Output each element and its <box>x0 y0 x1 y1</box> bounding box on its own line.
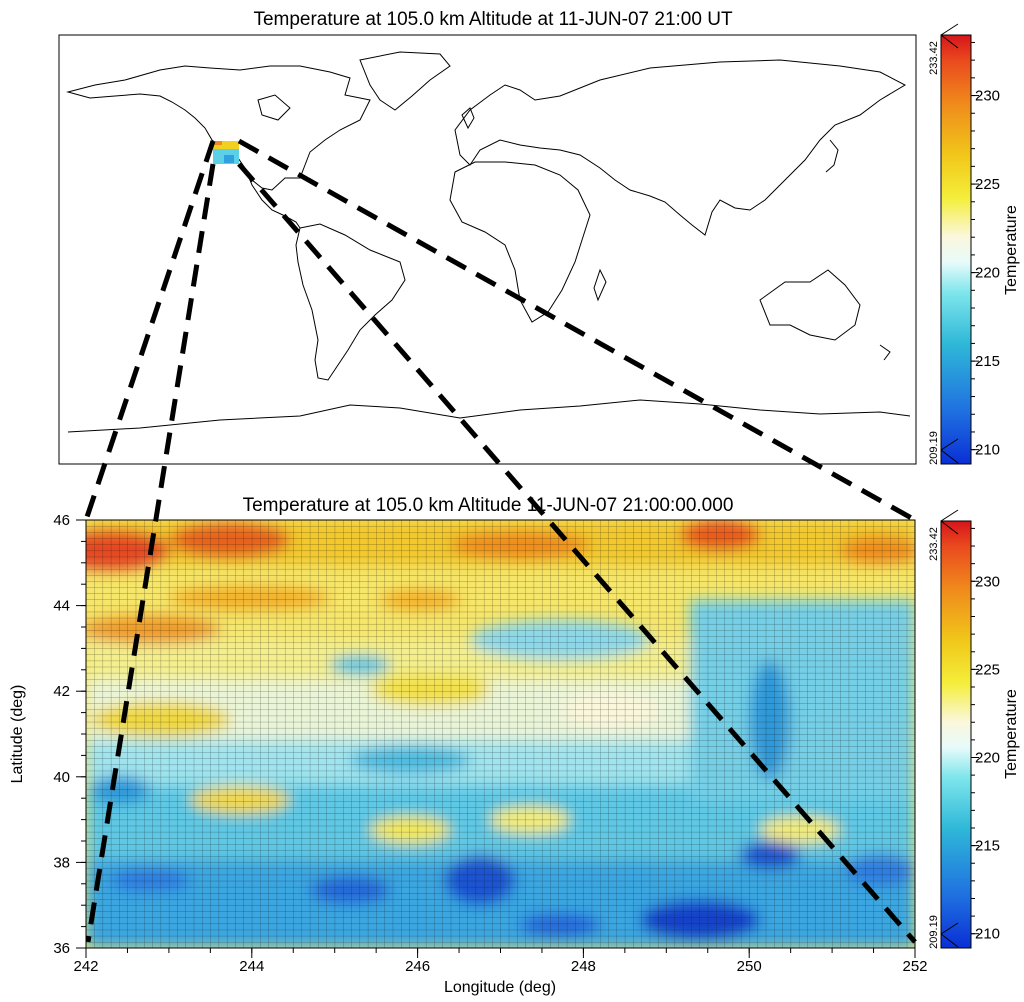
zoom-line-2 <box>85 163 216 943</box>
central-america-coast <box>244 167 301 229</box>
new-zealand-coast <box>879 344 891 361</box>
colorbar-top-min-label: 209.19 <box>928 431 940 465</box>
y-tick-label: 40 <box>53 769 70 786</box>
y-tick-label: 42 <box>53 683 70 700</box>
colorbar-bottom-bar <box>940 520 972 949</box>
y-tick-label: 44 <box>53 598 70 615</box>
colorbar-top-tick-label: 220 <box>975 265 1000 282</box>
antarctica-coast <box>67 399 911 433</box>
zoom-line-3 <box>237 138 917 523</box>
detail-title: Temperature at 105.0 km Altitude 11-JUN-… <box>243 495 734 516</box>
x-tick-label: 248 <box>571 958 596 975</box>
japan-coast <box>825 139 839 173</box>
zoom-line-4 <box>237 162 917 944</box>
colorbar-bottom-tick-label: 215 <box>975 838 1000 855</box>
map-data-patch <box>213 141 239 164</box>
north-america-coast <box>66 65 371 191</box>
hudson-bay-coast <box>257 94 291 121</box>
heatmap-field <box>86 520 915 948</box>
x-tick-label: 244 <box>239 958 264 975</box>
zoom-lines <box>83 138 917 944</box>
colorbar-bottom-min-label: 209.19 <box>928 915 940 949</box>
colorbar-top-label: Temperature <box>1003 205 1020 295</box>
coastlines <box>66 51 911 433</box>
map-frame <box>58 34 917 465</box>
africa-coast <box>449 161 591 323</box>
colorbar-bottom-tick-label: 230 <box>975 573 1000 590</box>
colorbar-top-tick-label: 215 <box>975 353 1000 370</box>
europe-coast <box>454 59 907 236</box>
map-title: Temperature at 105.0 km Altitude at 11-J… <box>253 9 733 30</box>
madagascar-coast <box>593 268 607 302</box>
colorbar-top-tick-label: 230 <box>975 88 1000 105</box>
colorbar-bottom-tick-label: 225 <box>975 661 1000 678</box>
x-axis-label: Longitude (deg) <box>444 979 556 996</box>
y-axis-label: Latitude (deg) <box>9 685 26 784</box>
y-tick-label: 38 <box>53 854 70 871</box>
uk-coast <box>461 107 475 130</box>
y-tick-label: 46 <box>53 512 70 529</box>
colorbar-bottom-tick-label: 220 <box>975 749 1000 766</box>
x-tick-label: 250 <box>737 958 762 975</box>
colorbar-top-tick-label: 225 <box>975 176 1000 193</box>
axis-ticks: 242 244 246 248 250 252 36 38 40 42 44 46 <box>53 512 927 975</box>
colorbar-bottom-tick-label: 210 <box>975 926 1000 943</box>
colorbar-bottom: 210 215 220 225 230 233.42 209.19 Temperatur… <box>928 509 1020 949</box>
colorbar-top-tick-label: 210 <box>975 442 1000 459</box>
colorbar-top-bar <box>940 34 972 465</box>
colorbar-top-max-label: 233.42 <box>928 41 940 75</box>
x-tick-label: 246 <box>405 958 430 975</box>
colorbar-bottom-label: Temperature <box>1003 689 1020 779</box>
x-tick-label: 252 <box>902 958 927 975</box>
colorbar-bottom-max-label: 233.42 <box>928 527 940 561</box>
south-america-coast <box>295 223 406 381</box>
y-tick-label: 36 <box>53 940 70 957</box>
greenland-coast <box>359 51 451 111</box>
colorbar-top: 210 215 220 225 230 233.42 209.19 Temperatur… <box>928 23 1020 465</box>
australia-coast <box>759 269 861 341</box>
x-tick-label: 242 <box>73 958 98 975</box>
